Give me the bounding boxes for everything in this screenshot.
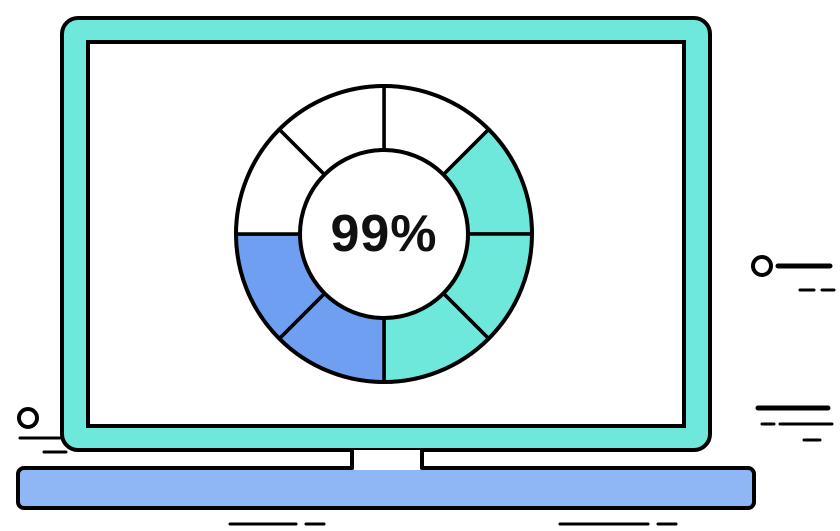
laptop-donut-illustration: 99%: [0, 0, 840, 531]
decor-circle-icon: [753, 257, 771, 275]
laptop-base: [18, 468, 754, 508]
illustration-stage: 99%: [0, 0, 840, 531]
laptop-hinge-gap: [352, 450, 422, 470]
decor-circle-icon: [19, 409, 37, 427]
donut-center-label: 99%: [330, 205, 437, 263]
donut-chart: 99%: [236, 86, 532, 382]
